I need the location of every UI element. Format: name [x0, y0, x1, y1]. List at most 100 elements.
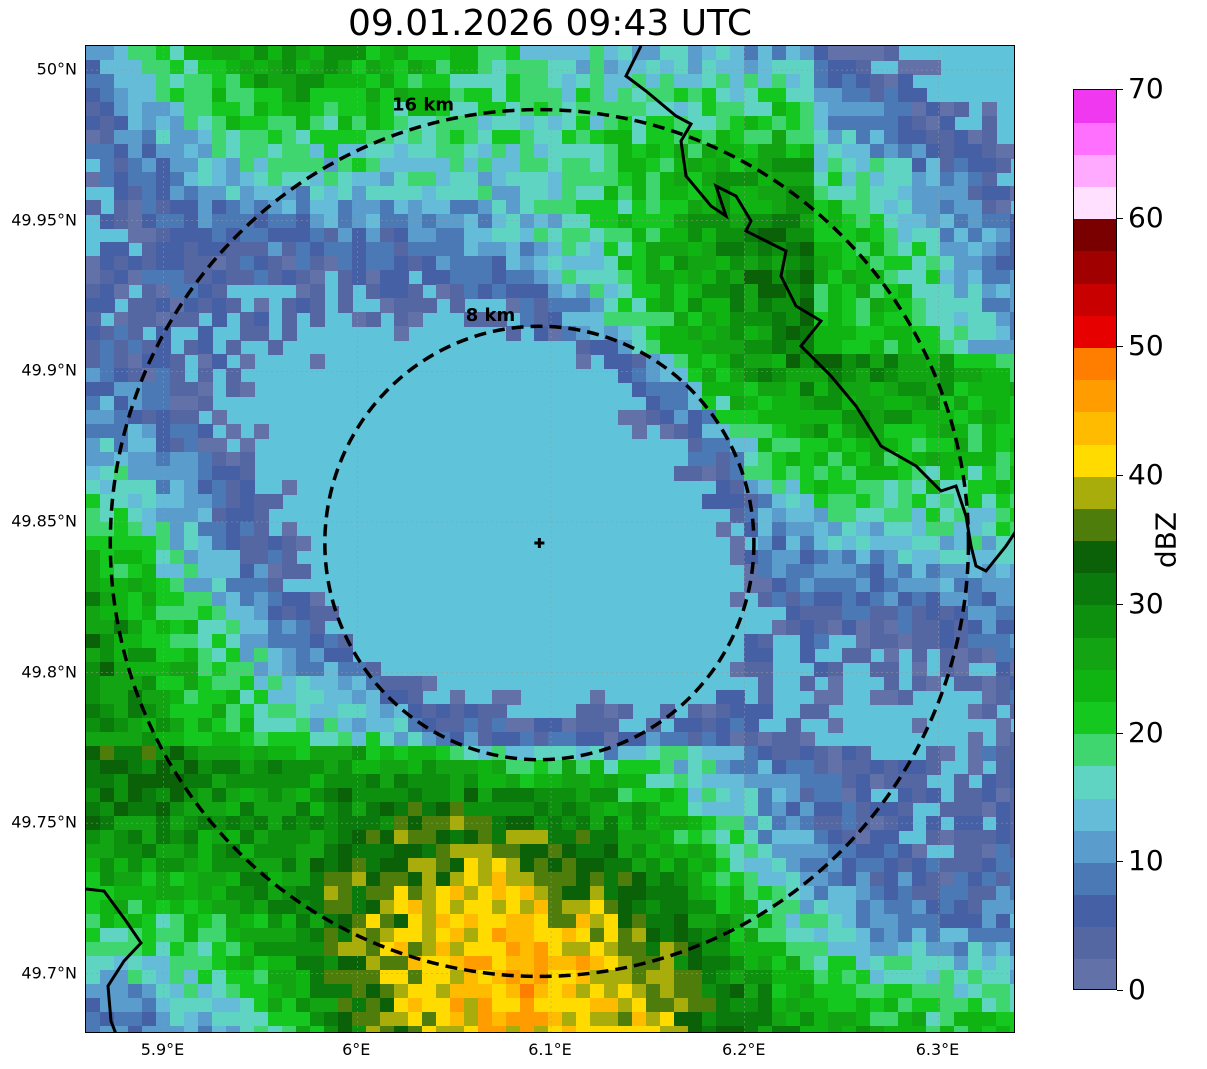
reflectivity-cell	[758, 830, 773, 845]
reflectivity-cell	[86, 634, 101, 649]
reflectivity-cell	[170, 452, 185, 467]
reflectivity-cell	[716, 900, 731, 915]
reflectivity-cell	[268, 228, 283, 243]
reflectivity-cell	[758, 256, 773, 271]
reflectivity-cell	[814, 634, 829, 649]
reflectivity-cell	[366, 1012, 381, 1027]
reflectivity-cell	[548, 60, 563, 75]
reflectivity-cell	[1010, 844, 1014, 859]
reflectivity-cell	[184, 228, 199, 243]
reflectivity-cell	[674, 900, 689, 915]
reflectivity-cell	[996, 312, 1011, 327]
reflectivity-cell	[982, 928, 997, 943]
colorbar-segment	[1074, 218, 1116, 252]
reflectivity-cell	[800, 634, 815, 649]
reflectivity-cell	[772, 760, 787, 775]
reflectivity-cell	[842, 536, 857, 551]
reflectivity-cell	[772, 214, 787, 229]
reflectivity-cell	[856, 382, 871, 397]
reflectivity-cell	[912, 466, 927, 481]
reflectivity-cell	[310, 676, 325, 691]
reflectivity-cell	[940, 186, 955, 201]
reflectivity-cell	[702, 942, 717, 957]
reflectivity-cell	[142, 816, 157, 831]
reflectivity-cell	[268, 970, 283, 985]
reflectivity-cell	[520, 900, 535, 915]
reflectivity-cell	[828, 830, 843, 845]
reflectivity-cell	[184, 186, 199, 201]
reflectivity-cell	[856, 956, 871, 971]
reflectivity-cell	[772, 158, 787, 173]
reflectivity-cell	[464, 200, 479, 215]
reflectivity-cell	[926, 116, 941, 131]
reflectivity-cell	[240, 886, 255, 901]
reflectivity-cell	[114, 746, 129, 761]
reflectivity-cell	[800, 186, 815, 201]
reflectivity-cell	[716, 158, 731, 173]
reflectivity-cell	[534, 172, 549, 187]
reflectivity-cell	[996, 186, 1011, 201]
reflectivity-cell	[422, 732, 437, 747]
reflectivity-cell	[478, 88, 493, 103]
reflectivity-cell	[268, 270, 283, 285]
reflectivity-cell	[912, 102, 927, 117]
reflectivity-cell	[856, 340, 871, 355]
reflectivity-cell	[114, 550, 129, 565]
reflectivity-cell	[366, 74, 381, 89]
colorbar-segment	[1074, 604, 1116, 638]
reflectivity-cell	[814, 60, 829, 75]
reflectivity-cell	[786, 858, 801, 873]
reflectivity-cell	[478, 774, 493, 789]
reflectivity-cell	[548, 172, 563, 187]
reflectivity-cell	[828, 116, 843, 131]
reflectivity-cell	[492, 872, 507, 887]
reflectivity-cell	[310, 354, 325, 369]
reflectivity-cell	[128, 886, 143, 901]
reflectivity-cell	[856, 760, 871, 775]
reflectivity-cell	[450, 760, 465, 775]
reflectivity-cell	[926, 746, 941, 761]
reflectivity-cell	[170, 298, 185, 313]
reflectivity-cell	[142, 578, 157, 593]
radar-map[interactable]: 8 km 16 km	[85, 45, 1015, 1033]
reflectivity-cell	[1010, 340, 1014, 355]
reflectivity-cell	[366, 956, 381, 971]
reflectivity-cell	[800, 284, 815, 299]
reflectivity-cell	[800, 886, 815, 901]
reflectivity-cell	[744, 872, 759, 887]
reflectivity-cell	[898, 242, 913, 257]
reflectivity-cell	[506, 186, 521, 201]
reflectivity-cell	[394, 1026, 409, 1032]
reflectivity-cell	[548, 956, 563, 971]
reflectivity-cell	[268, 788, 283, 803]
reflectivity-cell	[198, 1012, 213, 1027]
reflectivity-cell	[590, 228, 605, 243]
reflectivity-cell	[226, 452, 241, 467]
reflectivity-cell	[142, 676, 157, 691]
reflectivity-cell	[520, 732, 535, 747]
reflectivity-cell	[814, 508, 829, 523]
reflectivity-cell	[156, 592, 171, 607]
reflectivity-cell	[898, 578, 913, 593]
reflectivity-cell	[310, 214, 325, 229]
reflectivity-cell	[842, 228, 857, 243]
reflectivity-cell	[408, 88, 423, 103]
reflectivity-cell	[170, 844, 185, 859]
reflectivity-cell	[296, 984, 311, 999]
reflectivity-cell	[926, 634, 941, 649]
reflectivity-cell	[240, 326, 255, 341]
reflectivity-cell	[982, 186, 997, 201]
reflectivity-cell	[884, 662, 899, 677]
reflectivity-cell	[828, 816, 843, 831]
reflectivity-cell	[506, 760, 521, 775]
reflectivity-cell	[688, 984, 703, 999]
reflectivity-cell	[758, 550, 773, 565]
reflectivity-cell	[100, 816, 115, 831]
reflectivity-cell	[100, 326, 115, 341]
reflectivity-cell	[464, 270, 479, 285]
reflectivity-cell	[674, 970, 689, 985]
reflectivity-cell	[170, 760, 185, 775]
reflectivity-cell	[772, 60, 787, 75]
reflectivity-cell	[940, 368, 955, 383]
reflectivity-cell	[114, 74, 129, 89]
